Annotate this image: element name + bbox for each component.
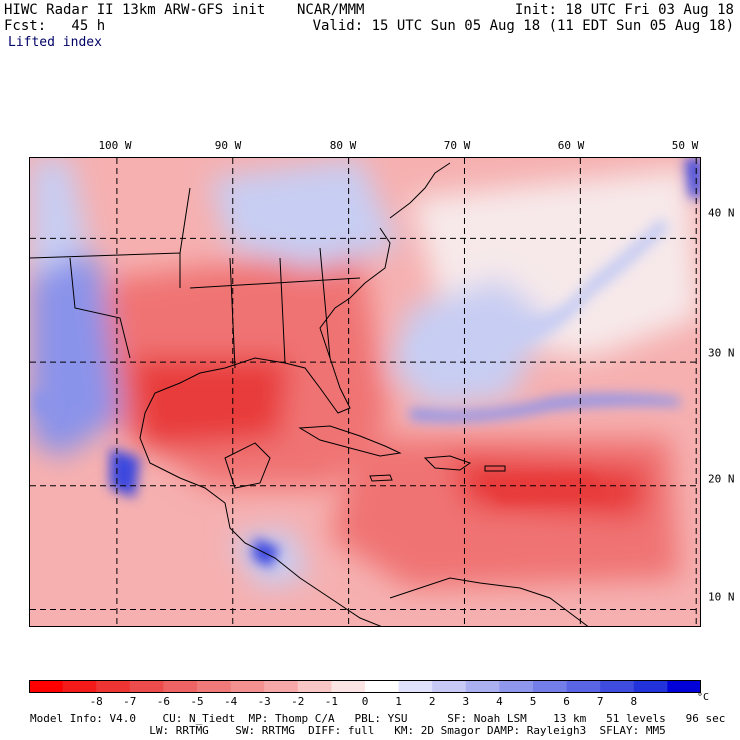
weak-positive-region [210,158,400,268]
colorbar-tick-label: -3 [257,695,271,708]
colorbar-swatch [667,680,701,693]
colorbar-tick-label: 0 [361,695,369,708]
lon-label-70w: 70 W [443,139,471,152]
colorbar-tick-label: 3 [462,695,470,708]
colorbar-swatch [62,680,97,693]
south-america-coast [389,577,589,626]
colorbar-swatch [566,680,601,693]
positive-field-region [410,394,680,422]
colorbar-swatch [29,680,64,693]
colorbar-swatch [163,680,198,693]
lon-label-60w: 60 W [557,139,585,152]
init-time: Init: 18 UTC Fri 03 Aug 18 [514,2,734,18]
colorbar [29,680,701,693]
negative-field-region [130,358,290,448]
colorbar-swatch [230,680,265,693]
colorbar-swatch [96,680,131,693]
colorbar-tick-label: -1 [324,695,339,708]
field-name: Lifted index [8,35,102,50]
forecast-hour: Fcst: 45 h [4,18,106,34]
lat-label-40n: 40 N [708,206,735,220]
lat-label-20n: 20 N [708,472,735,486]
colorbar-tick-label: 4 [496,695,503,708]
colorbar-tick-label: 2 [428,695,436,708]
field-shading-detail [35,158,700,568]
colorbar-tick-label: -8 [89,695,103,708]
model-info-line-2: LW: RRTMG SW: RRTMG DIFF: full KM: 2D Sm… [30,724,666,737]
colorbar-swatch [499,680,534,693]
colorbar-swatch [129,680,164,693]
weak-positive-region [410,218,670,363]
colorbar-swatch [432,680,467,693]
colorbar-frame [29,680,701,693]
us-east-coast [139,227,391,626]
northeast-coast [389,162,451,219]
coastlines [30,162,589,626]
strong-negative-region [480,473,610,503]
colorbar-swatch [533,680,568,693]
colorbar-tick-label: -6 [156,695,171,708]
weak-positive-region [30,158,90,278]
map-panel [29,157,701,627]
model-info-line-1: Model Info: V4.0 CU: N_Tiedt MP: Thomp C… [30,712,726,725]
colorbar-swatch [264,680,299,693]
colorbar-swatch [633,680,668,693]
colorbar-swatch [197,680,232,693]
colorbar-tick-label: 6 [563,695,570,708]
lat-lon-grid [30,158,700,626]
colorbar-swatch [331,680,366,693]
yucatan [224,442,271,489]
agency-label: NCAR/MMM [297,2,365,18]
cuba [298,425,402,457]
colorbar-tick-label: 8 [630,695,638,708]
colorbar-swatch [600,680,635,693]
colorbar-tick-label: 1 [395,695,402,708]
us-state-lines [30,187,361,369]
lat-label-10n: 10 N [708,590,735,604]
colorbar-tick-label: 7 [596,695,604,708]
lon-label-100w: 100 W [98,139,132,152]
colorbar-swatch [398,680,433,693]
colorbar-unit: °C [697,692,710,703]
lon-label-50w: 50 W [671,139,699,152]
colorbar-swatch [297,680,332,693]
colorbar-swatch [465,680,500,693]
lon-label-80w: 80 W [329,139,357,152]
lon-label-90w: 90 W [214,139,242,152]
puerto-rico [484,465,506,472]
colorbar-tick-label: -2 [291,695,305,708]
colorbar-tick-label: -7 [123,695,137,708]
plot-title: HIWC Radar II 13km ARW-GFS init [4,2,266,18]
colorbar-tick-label: -5 [190,695,204,708]
lifted-index-map [30,158,700,626]
colorbar-tick-label: -4 [223,695,238,708]
colorbar-tick-label: 5 [529,695,537,708]
positive-field-region [35,388,55,418]
colorbar-swatch [365,680,400,693]
lat-label-30n: 30 N [708,346,735,360]
jamaica [369,474,393,482]
hispaniola [423,455,472,471]
valid-time: Valid: 15 UTC Sun 05 Aug 18 (11 EDT Sun … [312,18,734,34]
